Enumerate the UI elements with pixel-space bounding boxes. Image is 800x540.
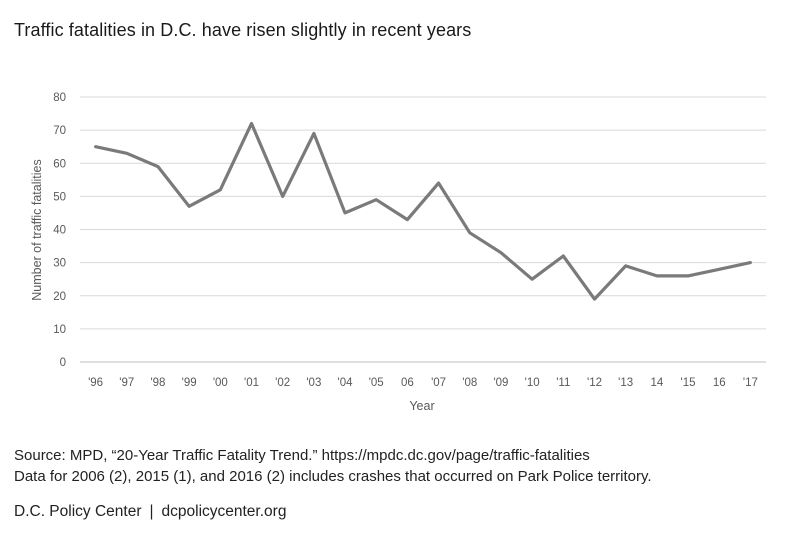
brand-footer: D.C. Policy Center | dcpolicycenter.org (14, 503, 286, 521)
y-tick-label: 80 (53, 92, 66, 104)
source-line-1: Source: MPD, “20-Year Traffic Fatality T… (14, 447, 590, 464)
gridlines (80, 96, 766, 363)
source-line-2: Data for 2006 (2), 2015 (1), and 2016 (2… (14, 468, 652, 485)
brand-url: dcpolicycenter.org (161, 503, 287, 520)
y-tick-label: 10 (53, 324, 66, 336)
source-note: Source: MPD, “20-Year Traffic Fatality T… (14, 445, 652, 487)
x-tick-label: '01 (244, 377, 259, 389)
x-tick-label: 14 (650, 377, 663, 389)
x-tick-label: '00 (213, 377, 228, 389)
y-tick-labels: 0 10 20 30 40 50 60 70 80 (53, 92, 66, 369)
x-tick-label: '98 (150, 377, 165, 389)
brand-separator: | (149, 503, 154, 520)
brand-name: D.C. Policy Center (14, 503, 142, 520)
x-tick-label: '99 (182, 377, 197, 389)
series-line (93, 121, 753, 301)
y-axis-label: Number of traffic fatalities (30, 159, 44, 301)
x-tick-label: '11 (556, 377, 570, 389)
y-tick-label: 20 (53, 291, 66, 303)
x-tick-label: '17 (743, 377, 758, 389)
y-tick-label: 70 (53, 125, 66, 137)
y-tick-label: 40 (53, 225, 66, 237)
x-tick-label: '07 (431, 377, 446, 389)
x-axis-label: Year (409, 399, 434, 413)
x-tick-label: 16 (713, 377, 726, 389)
x-tick-label: '97 (119, 377, 134, 389)
x-tick-label: '08 (462, 377, 477, 389)
x-tick-label: '09 (493, 377, 508, 389)
x-tick-label: '13 (618, 377, 633, 389)
y-tick-label: 50 (53, 191, 66, 203)
x-tick-label: '02 (275, 377, 290, 389)
x-tick-label: '10 (525, 377, 540, 389)
x-tick-label: '96 (88, 377, 103, 389)
x-tick-label: 06 (401, 377, 414, 389)
x-tick-label: '12 (587, 377, 602, 389)
x-tick-label: '15 (681, 377, 696, 389)
x-tick-label: '04 (338, 377, 354, 389)
x-tick-label: '03 (306, 377, 321, 389)
y-tick-label: 0 (60, 357, 66, 369)
y-tick-label: 60 (53, 158, 66, 170)
x-tick-label: '05 (369, 377, 384, 389)
chart-title: Traffic fatalities in D.C. have risen sl… (14, 20, 472, 40)
x-tick-labels: '96 '97 '98 '99 '00 '01 '02 '03 '04 '05 06 '07 '08 '0… (88, 377, 758, 389)
fatalities-line (93, 121, 753, 301)
y-tick-label: 30 (53, 258, 66, 270)
